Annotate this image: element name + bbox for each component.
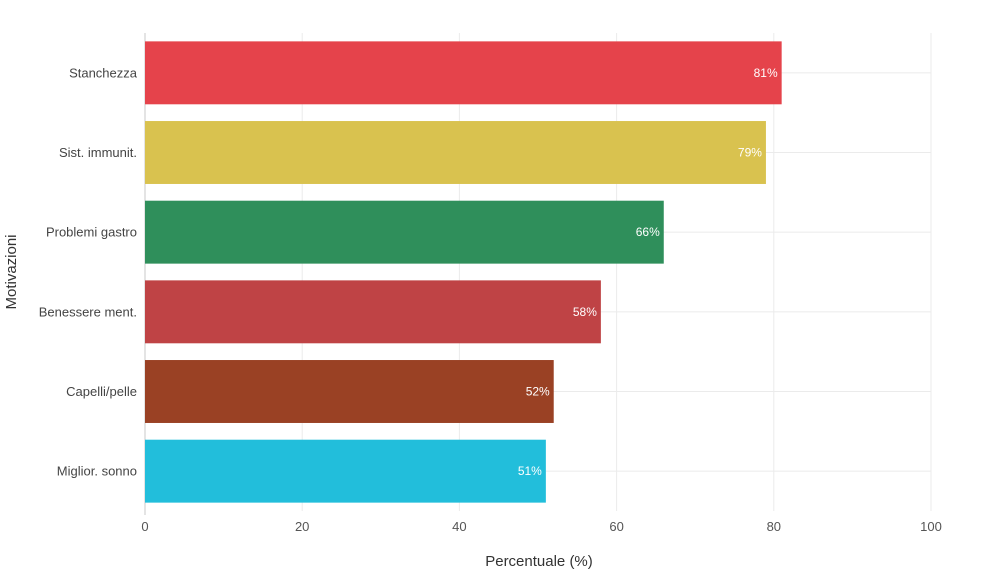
y-tick-label: Benessere ment. [39, 304, 137, 319]
y-tick-label: Problemi gastro [46, 225, 137, 240]
bar-value-label: 81% [754, 66, 778, 80]
y-tick-label: Stanchezza [69, 65, 138, 80]
y-tick-label: Miglior. sonno [57, 464, 137, 479]
x-tick-label: 80 [767, 519, 781, 534]
bars [145, 41, 782, 503]
y-tick-label: Capelli/pelle [66, 384, 137, 399]
bar [145, 280, 601, 344]
labels: 0 20 40 60 80 100 81% Stanchezza 79% Sist. immuni… [39, 65, 942, 534]
x-tick-label: 100 [920, 519, 942, 534]
x-tick-label: 60 [609, 519, 623, 534]
bar-value-label: 51% [518, 464, 542, 478]
y-axis-title: Motivazioni [3, 234, 20, 309]
x-tick-label: 40 [452, 519, 466, 534]
x-axis-title: Percentuale (%) [485, 553, 593, 570]
x-tick-label: 0 [141, 519, 148, 534]
bar [145, 200, 664, 264]
bar [145, 121, 766, 184]
bar-value-label: 52% [526, 385, 550, 399]
bar [145, 439, 546, 503]
bar-value-label: 58% [573, 305, 597, 319]
bar [145, 41, 782, 105]
bar [145, 360, 554, 423]
bar-value-label: 66% [636, 225, 660, 239]
x-tick-label: 20 [295, 519, 309, 534]
y-tick-label: Sist. immunit. [59, 145, 137, 160]
bar-value-label: 79% [738, 146, 762, 160]
